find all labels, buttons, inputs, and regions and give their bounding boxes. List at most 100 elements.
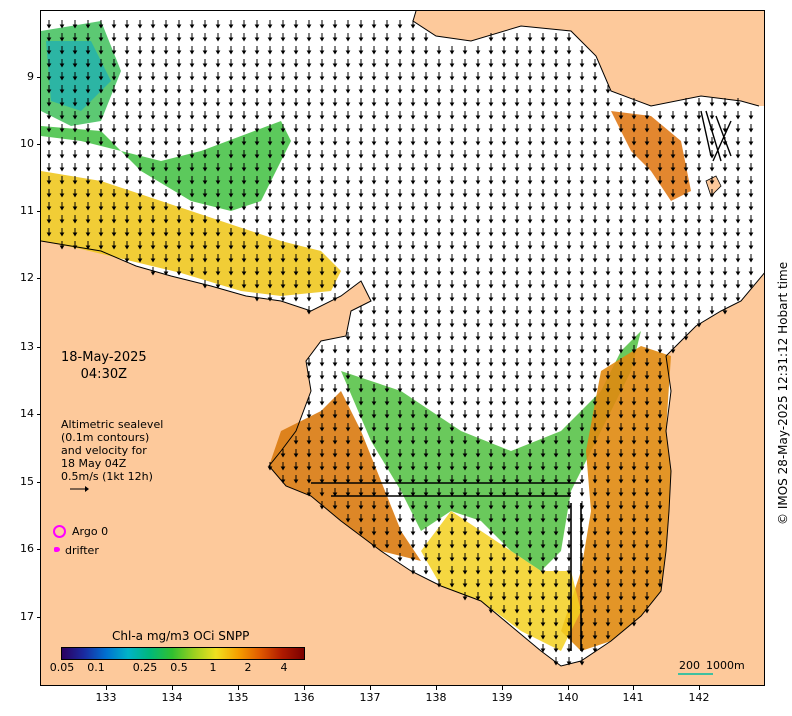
velocity-arrow-head (410, 349, 416, 354)
velocity-arrow-head (137, 102, 143, 107)
velocity-arrow-head (657, 440, 663, 445)
velocity-arrow-head (267, 232, 273, 237)
velocity-arrow-head (644, 466, 650, 471)
velocity-arrow-head (631, 271, 637, 276)
velocity-arrow-head (46, 37, 52, 42)
velocity-arrow-head (501, 297, 507, 302)
velocity-arrow-head (618, 596, 624, 601)
lat-tick-14: 14 (20, 407, 34, 420)
velocity-arrow-head (163, 141, 169, 146)
velocity-arrow-head (579, 427, 585, 432)
velocity-arrow-head (605, 219, 611, 224)
velocity-arrow-head (410, 531, 416, 536)
velocity-arrow-head (696, 323, 702, 328)
velocity-arrow-head (423, 362, 429, 367)
velocity-arrow-head (657, 258, 663, 263)
velocity-arrow-head (306, 102, 312, 107)
velocity-arrow-head (540, 284, 546, 289)
velocity-arrow-head (345, 180, 351, 185)
velocity-arrow-head (501, 349, 507, 354)
velocity-arrow-head (176, 180, 182, 185)
velocity-arrow-head (449, 336, 455, 341)
velocity-arrow-head (150, 232, 156, 237)
velocity-arrow-head (267, 466, 273, 471)
velocity-arrow-head (631, 180, 637, 185)
velocity-arrow-head (657, 245, 663, 250)
velocity-arrow-head (605, 154, 611, 159)
velocity-arrow-head (462, 76, 468, 81)
lon-tickmark (172, 686, 173, 690)
velocity-arrow-head (241, 284, 247, 289)
velocity-arrow-head (683, 219, 689, 224)
velocity-arrow-head (215, 76, 221, 81)
velocity-arrow-head (306, 375, 312, 380)
velocity-arrow-head (345, 440, 351, 445)
velocity-arrow-head (267, 76, 273, 81)
velocity-arrow-head (579, 50, 585, 55)
velocity-arrow-head (553, 245, 559, 250)
velocity-arrow-head (423, 388, 429, 393)
velocity-arrow-head (475, 50, 481, 55)
velocity-arrow-head (189, 258, 195, 263)
velocity-arrow-head (306, 401, 312, 406)
velocity-arrow-head (709, 271, 715, 276)
velocity-arrow-head (618, 557, 624, 562)
velocity-arrow-head (358, 128, 364, 133)
velocity-arrow-head (371, 63, 377, 68)
velocity-arrow-head (163, 167, 169, 172)
velocity-arrow-head (72, 76, 78, 81)
velocity-arrow-head (657, 271, 663, 276)
velocity-arrow-head (436, 63, 442, 68)
velocity-arrow-head (631, 557, 637, 562)
velocity-arrow-head (592, 128, 598, 133)
velocity-arrow-head (501, 518, 507, 523)
velocity-arrow-head (475, 479, 481, 484)
velocity-arrow-head (202, 219, 208, 224)
velocity-arrow-head (384, 24, 390, 29)
velocity-arrow-head (358, 440, 364, 445)
velocity-arrow-head (332, 154, 338, 159)
velocity-arrow-head (631, 531, 637, 536)
velocity-arrow-head (644, 284, 650, 289)
chl-patch-gulf-south (421, 511, 581, 651)
lat-tickmark (37, 482, 41, 483)
velocity-arrow-head (410, 297, 416, 302)
velocity-arrow-head (670, 271, 676, 276)
velocity-arrow-head (566, 63, 572, 68)
velocity-arrow-head (228, 219, 234, 224)
velocity-arrow-head (501, 76, 507, 81)
velocity-arrow-head (254, 284, 260, 289)
velocity-arrow-head (553, 50, 559, 55)
velocity-arrow-head (371, 102, 377, 107)
velocity-arrow-head (462, 258, 468, 263)
lon-tickmark (106, 686, 107, 690)
velocity-arrow-head (657, 466, 663, 471)
velocity-arrow-head (228, 102, 234, 107)
velocity-arrow-head (293, 245, 299, 250)
velocity-arrow-head (618, 453, 624, 458)
velocity-arrow-head (475, 427, 481, 432)
velocity-arrow-head (150, 219, 156, 224)
velocity-arrow-head (475, 440, 481, 445)
velocity-arrow-head (488, 518, 494, 523)
scale-label-200: 200 (679, 659, 700, 672)
velocity-arrow-head (657, 336, 663, 341)
velocity-arrow-head (618, 336, 624, 341)
velocity-arrow-head (527, 492, 533, 497)
velocity-arrow-head (462, 154, 468, 159)
map-frame[interactable] (40, 10, 765, 686)
velocity-arrow-head (59, 141, 65, 146)
velocity-arrow-head (449, 206, 455, 211)
velocity-arrow-head (124, 258, 130, 263)
velocity-arrow-head (631, 622, 637, 627)
velocity-arrow-head (280, 141, 286, 146)
velocity-arrow-head (254, 37, 260, 42)
velocity-arrow-head (592, 635, 598, 640)
velocity-arrow-head (592, 440, 598, 445)
velocity-arrow-head (111, 245, 117, 250)
velocity-arrow-head (540, 401, 546, 406)
velocity-arrow-head (527, 297, 533, 302)
velocity-arrow-head (657, 544, 663, 549)
velocity-arrow-head (527, 440, 533, 445)
velocity-arrow-head (501, 362, 507, 367)
